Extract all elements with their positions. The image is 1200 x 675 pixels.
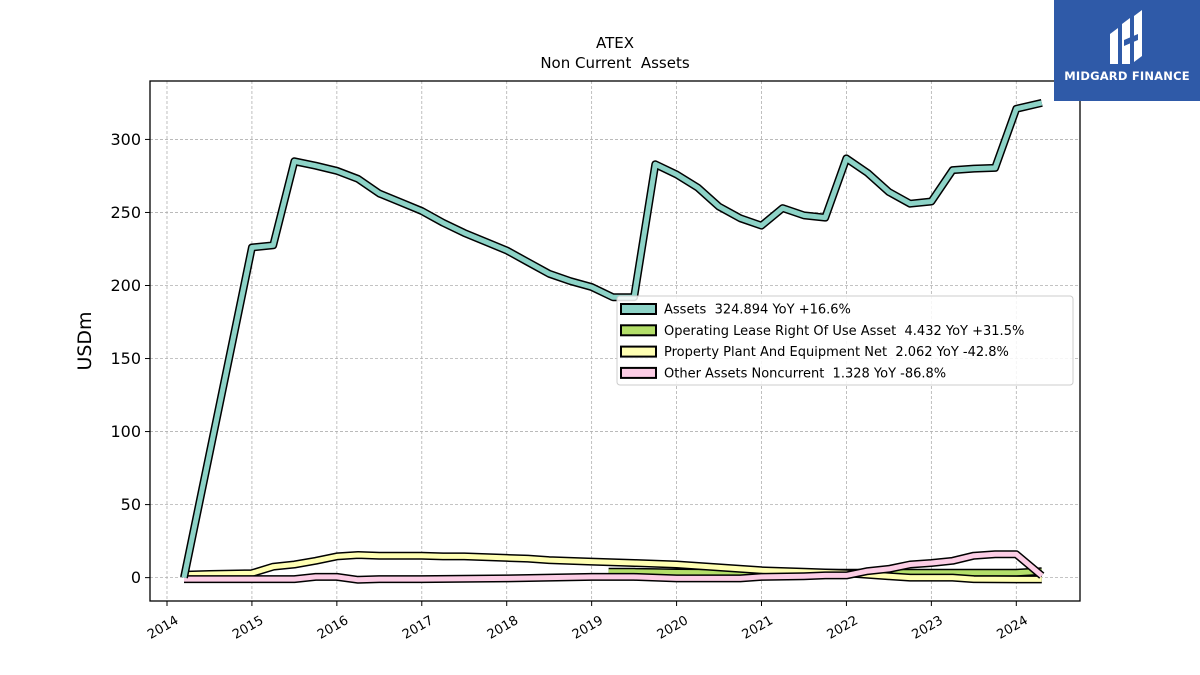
x-tick-label: 2016 (315, 613, 351, 643)
y-tick-label: 300 (110, 130, 141, 149)
logo-mark-icon (1110, 10, 1142, 64)
logo-text: MIDGARD FINANCE (1064, 69, 1190, 83)
legend-label-other-assets-noncurrent: Other Assets Noncurrent 1.328 YoY -86.8% (664, 366, 946, 381)
y-tick-label: 200 (110, 276, 141, 295)
legend-box (616, 295, 1074, 386)
x-tick-label: 2019 (570, 613, 606, 643)
series-line-property-plant-and-equipment-net (183, 552, 1042, 582)
legend-swatch-assets (620, 303, 657, 315)
legend-label-assets: Assets 324.894 YoY +16.6% (664, 303, 851, 318)
y-tick-label: 100 (110, 422, 141, 441)
legend-swatch-property-plant-and-equipment-net (620, 345, 657, 358)
y-axis-label: USDm (74, 311, 96, 370)
x-tick-label: 2018 (485, 613, 521, 643)
legend-label-operating-lease-right-of-use-asset: Operating Lease Right Of Use Asset 4.432… (664, 324, 1024, 339)
legend-swatch-other-assets-noncurrent (620, 366, 657, 379)
x-tick-label: 2023 (910, 613, 946, 643)
x-tick-label: 2024 (994, 613, 1030, 643)
x-tick-label: 2015 (230, 613, 266, 643)
midgard-finance-logo: MIDGARD FINANCE (1054, 0, 1200, 101)
legend: Assets 324.894 YoY +16.6% Operating Lease… (616, 295, 1074, 386)
chart-title: ATEX (596, 34, 634, 52)
x-tick-label: 2020 (655, 613, 691, 643)
legend-label-property-plant-and-equipment-net: Property Plant And Equipment Net 2.062 Y… (664, 345, 1009, 360)
series-line-other-assets-noncurrent (184, 551, 1044, 583)
y-tick-label: 0 (131, 568, 141, 587)
y-tick-label: 50 (121, 495, 141, 514)
x-tick-label: 2022 (825, 613, 861, 643)
plot-frame (149, 80, 1081, 602)
x-tick-label: 2017 (400, 613, 436, 643)
x-tick-label: 2014 (145, 613, 181, 643)
x-tick-label: 2021 (740, 613, 776, 643)
legend-swatch-operating-lease-right-of-use-asset (620, 324, 657, 337)
chart-subtitle: Non Current Assets (540, 54, 690, 72)
y-tick-label: 250 (110, 203, 141, 222)
y-tick-label: 150 (110, 349, 141, 368)
